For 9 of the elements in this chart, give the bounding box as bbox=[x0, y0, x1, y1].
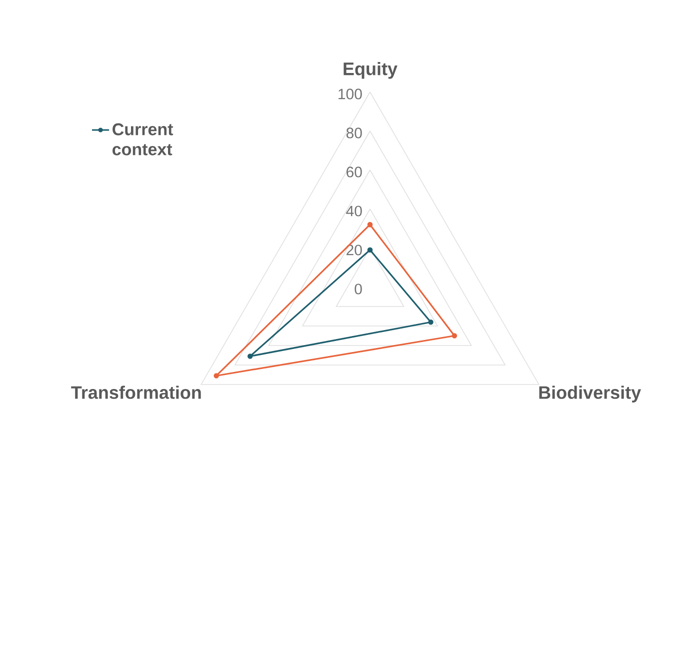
legend-label: Current context bbox=[112, 123, 174, 156]
spoke-label: Biodiversity bbox=[539, 386, 642, 402]
y-tick-label: 80 bbox=[346, 128, 362, 138]
y-tick-label: 0 bbox=[354, 284, 362, 294]
spoke-label: Equity bbox=[344, 62, 398, 79]
y-tick-label: 40 bbox=[346, 206, 362, 216]
y-tick-label: 60 bbox=[346, 166, 362, 178]
y-tick-label: 100 bbox=[338, 88, 362, 100]
spoke-label: Transformation bbox=[71, 386, 201, 399]
